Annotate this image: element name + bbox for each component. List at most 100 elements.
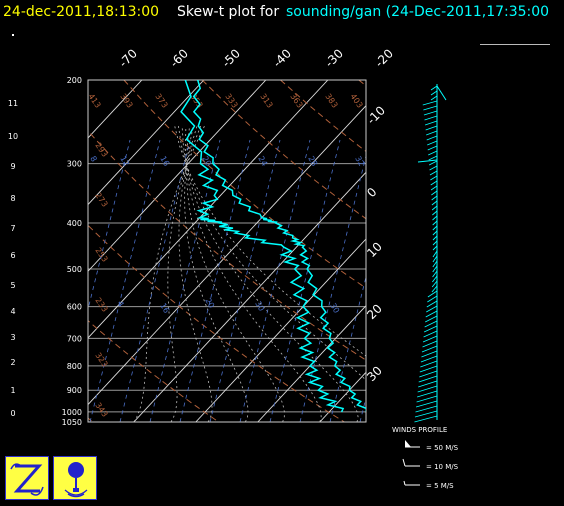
logo-area: [5, 456, 100, 502]
wind-barb: [427, 295, 438, 303]
height-km-tick-label: 11: [8, 99, 18, 108]
wind-barb: [420, 355, 438, 363]
isotherm-line: [195, 238, 366, 422]
mixing-ratio-label: 20: [200, 155, 213, 168]
wind-barb: [432, 270, 438, 278]
height-km-tick-label: 9: [10, 162, 15, 171]
wind-barb: [427, 145, 438, 151]
wind-barb: [415, 405, 438, 413]
height-km-tick-label: 8: [10, 194, 15, 203]
wind-barb: [432, 215, 438, 221]
wind-barb: [426, 300, 438, 308]
wind-barb: [432, 250, 438, 258]
dry-adiabat-label: 413: [86, 92, 102, 110]
plot-frame: [87, 79, 367, 423]
mixing-ratio-line: [209, 139, 281, 422]
dry-adiabat-line: [88, 319, 219, 422]
temperature-profile: [192, 80, 366, 412]
wind-barb: [419, 365, 438, 373]
wind-barb: [424, 115, 438, 121]
wind-barb: [432, 235, 438, 241]
wind-barb: [416, 390, 438, 398]
wind-barb: [432, 210, 438, 216]
dry-adiabat-line: [437, 80, 564, 422]
dry-adiabat-label: 393: [118, 92, 134, 110]
wind-barb: [431, 280, 438, 288]
pressure-tick-label: 200: [67, 76, 82, 85]
height-km-tick-label: 0: [10, 409, 15, 418]
isotherm-right-label: 20: [364, 301, 385, 322]
dry-adiabat-label: 273: [93, 191, 109, 209]
height-km-tick-label: 3: [10, 333, 15, 342]
balloon-logo: [53, 456, 97, 500]
wind-barb: [432, 225, 438, 231]
isotherm-line: [319, 371, 366, 422]
header-rule: [480, 44, 550, 45]
moist-adiabat-line: [181, 125, 359, 422]
wind-barb: [418, 380, 438, 388]
dry-adiabat-label: 333: [223, 92, 239, 110]
isotherm-top-label: -30: [322, 46, 346, 70]
isotherm-line: [88, 80, 267, 272]
height-km-tick-label: 2: [10, 358, 15, 367]
wind-barb: [430, 95, 438, 101]
wind-barb: [425, 310, 438, 318]
isotherm-top-label: -60: [167, 46, 191, 70]
wind-barb: [414, 415, 438, 423]
wind-barb: [417, 385, 438, 393]
wind-barb: [428, 150, 438, 156]
isotherm-right-label: 30: [364, 363, 385, 384]
isotherm-line: [382, 80, 564, 422]
wind-barb: [414, 410, 438, 418]
header-description: Skew-t plot for: [177, 4, 280, 20]
mixing-ratio-line: [329, 275, 366, 422]
isotherm-line: [506, 80, 564, 422]
wind-barb: [430, 85, 438, 91]
wind-barb: [421, 350, 438, 358]
wind-barb: [431, 190, 438, 196]
height-km-tick-label: 4: [10, 307, 15, 316]
wind-barb: [415, 400, 438, 408]
isotherm-line: [444, 80, 564, 422]
wind-barb: [424, 320, 438, 328]
dry-adiabat-label: 233: [93, 296, 109, 314]
header-source: sounding/gan (24-Dec-2011,17:35:00: [286, 4, 550, 20]
wind-barb: [420, 360, 438, 368]
mixing-ratio-label: 30: [253, 300, 266, 313]
isotherm-top-label: -70: [116, 46, 140, 70]
header-timestamp: 24-dec-2011,18:13:00: [3, 4, 160, 20]
wind-barb: [421, 345, 438, 353]
wind-barb: [425, 125, 438, 131]
mixing-ratio-line: [119, 139, 191, 422]
mixing-ratio-label: 30: [328, 302, 341, 315]
mixing-ratio-line: [88, 139, 131, 311]
axis-labels: 2003004005006007008009001000105001234567…: [8, 46, 396, 427]
mixing-ratio-line: [239, 139, 311, 422]
wind-barb: [430, 90, 438, 96]
wind-barb: [422, 100, 438, 106]
dry-adiabat-line: [515, 80, 564, 422]
winds-legend-label: = 50 M/S: [426, 444, 459, 452]
wind-barb: [432, 230, 438, 236]
wind-barb: [424, 315, 438, 323]
wind-barb: [426, 130, 438, 136]
grid: [88, 80, 564, 422]
dry-adiabat-label: 313: [258, 92, 274, 110]
wind-barb: [418, 375, 438, 383]
wind-barb: [427, 290, 438, 298]
mixing-ratio-label: 16: [158, 302, 171, 315]
wind-barb: [423, 105, 438, 111]
wind-barb: [432, 240, 438, 246]
header-dot: [12, 34, 14, 36]
dry-adiabat-label: 253: [93, 246, 109, 264]
wind-barb: [432, 265, 438, 273]
wind-barb: [424, 120, 438, 126]
wind-barb: [430, 185, 438, 191]
wind-barb: [423, 110, 438, 116]
wind-barb: [427, 140, 438, 146]
pressure-tick-label: 1000: [62, 408, 82, 417]
dry-adiabat-line: [88, 224, 345, 422]
mixing-ratio-label: 12: [118, 155, 131, 168]
plot-header: 24-dec-2011,18:13:00 Skew-t plot for sou…: [0, 0, 564, 24]
